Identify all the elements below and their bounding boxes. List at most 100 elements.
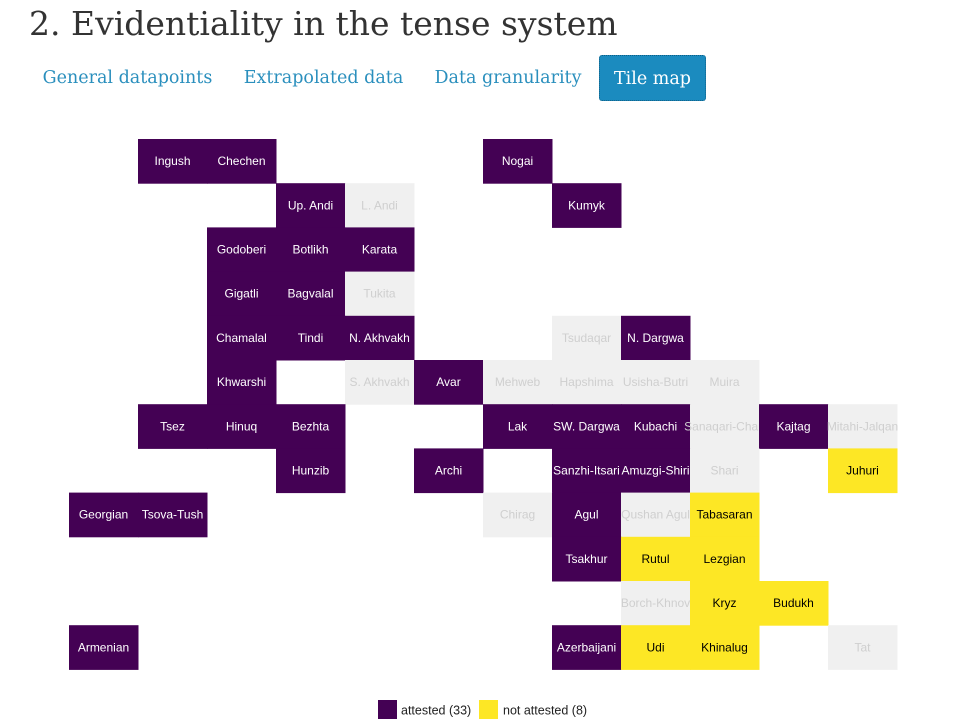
tile-label: S. Akhvakh [349, 375, 409, 389]
tile-rect [552, 492, 622, 538]
tile-archi: Archi [414, 448, 484, 494]
tile-tukita: Tukita [345, 271, 415, 317]
tile-tsakhur: Tsakhur [552, 536, 622, 582]
tile-label: Rutul [641, 552, 669, 566]
tile-label: Amuzgi-Shiri [621, 464, 689, 478]
tile-label: Tindi [298, 331, 324, 345]
tile-label: Avar [436, 375, 460, 389]
tile-rect [828, 404, 898, 449]
tile-label: Khinalug [701, 640, 748, 654]
tile-usisha-butri: Usisha-Butri [621, 360, 691, 405]
tile-hinuq: Hinuq [207, 404, 277, 449]
tile-gigatli: Gigatli [207, 271, 277, 317]
tile-sanaqari-chan: Sanaqari-Chan [684, 404, 765, 449]
tile-rect [690, 625, 760, 670]
tile-label: Ingush [154, 154, 190, 168]
tab-general-datapoints[interactable]: General datapoints [42, 68, 213, 88]
tile-l-andi: L. Andi [345, 183, 415, 228]
tile-label: Mitahi-Jalqan [827, 419, 898, 433]
legend-label: not attested (8) [503, 704, 587, 718]
tile-label: L. Andi [361, 198, 398, 212]
tile-rect [483, 492, 553, 538]
tile-rect [621, 536, 691, 582]
tile-label: Khwarshi [217, 375, 266, 389]
tile-rect [690, 404, 760, 449]
tile-ingush: Ingush [138, 139, 208, 184]
tile-rect [552, 183, 622, 228]
tile-tsez: Tsez [138, 404, 208, 449]
legend-swatch [479, 700, 498, 719]
tile-label: Kryz [713, 596, 737, 610]
tile-mitahi-jalqan: Mitahi-Jalqan [827, 404, 898, 449]
legend-item-attested: attested (33) [378, 700, 471, 719]
tile-label: Gigatli [224, 287, 258, 301]
tile-label: Juhuri [846, 464, 879, 478]
tile-rect [621, 315, 691, 361]
tile-tsudaqar: Tsudaqar [552, 315, 622, 361]
tile-label: Nogai [502, 154, 533, 168]
tile-label: Shari [710, 464, 738, 478]
tile-tsova-tush: Tsova-Tush [138, 492, 208, 538]
tile-rect [414, 360, 484, 405]
tile-budukh: Budukh [759, 581, 829, 626]
tile-amuzgi-shiri: Amuzgi-Shiri [621, 448, 691, 494]
tab-extrapolated-data[interactable]: Extrapolated data [243, 68, 404, 88]
tile-label: SW. Dargwa [553, 419, 620, 433]
tile-karata: Karata [345, 227, 415, 273]
tile-rect [138, 404, 208, 449]
tile-armenian: Armenian [69, 625, 139, 670]
tile-rect [207, 271, 277, 317]
tile-rect [483, 360, 553, 405]
tile-udi: Udi [621, 625, 691, 670]
tile-kryz: Kryz [690, 581, 760, 626]
tile-label: Usisha-Butri [623, 375, 688, 389]
tile-mehweb: Mehweb [483, 360, 553, 405]
tile-label: Armenian [78, 640, 129, 654]
tile-agul: Agul [552, 492, 622, 538]
tile-rect [759, 581, 829, 626]
tile-label: Hinuq [226, 419, 257, 433]
tile-rect [621, 448, 691, 494]
tile-chechen: Chechen [207, 139, 277, 184]
tile-lak: Lak [483, 404, 553, 449]
tile-label: Lezgian [703, 552, 745, 566]
tile-georgian: Georgian [69, 492, 139, 538]
legend-swatch [378, 700, 397, 719]
tile-label: Tsakhur [565, 552, 607, 566]
tile-rect [552, 536, 622, 582]
tile-juhuri: Juhuri [828, 448, 898, 494]
tile-s-akhvakh: S. Akhvakh [345, 360, 415, 405]
tile-rect [345, 183, 415, 228]
tile-label: N. Dargwa [627, 331, 684, 345]
tab-data-granularity[interactable]: Data granularity [434, 68, 582, 88]
tile-label: Sanzhi-Itsari [553, 464, 620, 478]
tile-rect [414, 448, 484, 494]
tile-kumyk: Kumyk [552, 183, 622, 228]
tile-up-andi: Up. Andi [276, 183, 346, 228]
tile-rect [207, 139, 277, 184]
tile-rect [276, 183, 346, 228]
tile-hunzib: Hunzib [276, 448, 346, 494]
tile-rect [207, 404, 277, 449]
tile-khinalug: Khinalug [690, 625, 760, 670]
tile-bagvalal: Bagvalal [276, 271, 346, 317]
tile-rect [345, 227, 415, 273]
tile-bezhta: Bezhta [276, 404, 346, 449]
tile-nogai: Nogai [483, 139, 553, 184]
tab-tile-map[interactable]: Tile map [599, 55, 706, 101]
tile-rect [483, 139, 553, 184]
tab-bar: General datapoints Extrapolated data Dat… [0, 55, 965, 101]
tile-chirag: Chirag [483, 492, 553, 538]
tile-rect [345, 271, 415, 317]
tile-rect [207, 227, 277, 273]
tile-rect [828, 448, 898, 494]
tile-label: Bagvalal [287, 287, 333, 301]
tile-rect [621, 492, 691, 538]
tile-rect [69, 625, 139, 670]
tile-label: Tsudaqar [562, 331, 611, 345]
tile-rect [690, 492, 760, 538]
tile-label: Lak [508, 419, 528, 433]
tile-label: Chamalal [216, 331, 267, 345]
tile-label: Up. Andi [288, 198, 333, 212]
